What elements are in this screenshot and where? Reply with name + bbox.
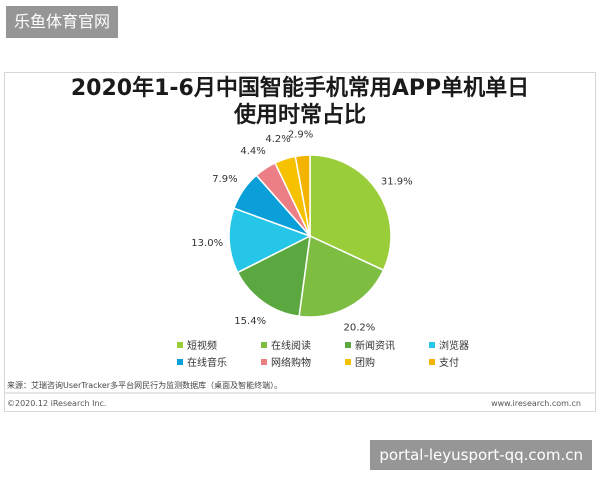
source-note: 来源：艾瑞咨询UserTracker多平台网民行为监测数据库（桌面及智能终端）。	[7, 381, 283, 390]
legend-swatch	[345, 359, 351, 365]
legend-label: 团购	[355, 356, 375, 369]
watermark-top: 乐鱼体育官网	[6, 6, 119, 38]
legend-swatch	[345, 342, 351, 348]
legend-swatch	[429, 359, 435, 365]
slice-value-label: 7.9%	[212, 174, 237, 185]
legend-item: 支付	[429, 356, 459, 369]
chart-card: 31.9% 20.2% 15.4% 13.0% 7.9% 4.4% 4.2% 2.9% 短视频在…	[4, 72, 596, 412]
legend-label: 新闻资讯	[355, 339, 395, 352]
legend-item: 在线音乐	[177, 356, 227, 369]
slice-value-label: 4.2%	[265, 134, 290, 145]
pie-chart: 31.9%20.2%15.4%13.0%7.9%4.4%4.2%2.9%短视频在…	[5, 129, 595, 394]
slice-value-label: 15.4%	[234, 316, 266, 327]
legend-swatch	[429, 342, 435, 348]
pie-slice	[294, 154, 311, 237]
slice-value-label: 2.9%	[288, 129, 313, 140]
watermark-bottom: portal-leyusport-qq.com.cn	[370, 440, 592, 470]
legend-label: 网络购物	[271, 356, 311, 369]
legend-label: 短视频	[187, 339, 217, 352]
pie-slice	[298, 234, 385, 318]
legend-swatch	[261, 342, 267, 348]
legend-swatch	[177, 342, 183, 348]
chart-title-line2: 使用时常占比	[233, 103, 366, 128]
chart-title-line1: 2020年1-6月中国智能手机常用APP单机单日	[70, 76, 530, 101]
legend-label: 浏览器	[439, 339, 469, 352]
website-url: www.iresearch.com.cn	[491, 399, 581, 408]
legend-swatch	[177, 359, 183, 365]
legend-item: 网络购物	[261, 356, 311, 369]
legend-item: 短视频	[177, 339, 217, 352]
legend-item: 浏览器	[429, 339, 469, 352]
legend-label: 支付	[439, 356, 459, 369]
legend-item: 在线阅读	[261, 339, 311, 352]
slice-value-label: 20.2%	[344, 322, 376, 333]
copyright: ©2020.12 iResearch Inc.	[7, 399, 107, 408]
legend-label: 在线阅读	[271, 339, 311, 352]
legend-swatch	[261, 359, 267, 365]
pie-slice	[228, 207, 312, 274]
slice-value-label: 13.0%	[191, 238, 223, 249]
pie-slice	[236, 234, 311, 318]
chart-title: 2020年1-6月中国智能手机常用APP单机单日 使用时常占比	[5, 75, 595, 129]
slice-value-label: 4.4%	[240, 146, 265, 157]
pie-slice	[309, 154, 392, 272]
legend-label: 在线音乐	[187, 356, 227, 369]
slice-value-label: 31.9%	[381, 177, 413, 188]
legend-item: 新闻资讯	[345, 339, 395, 352]
legend-item: 团购	[345, 356, 375, 369]
